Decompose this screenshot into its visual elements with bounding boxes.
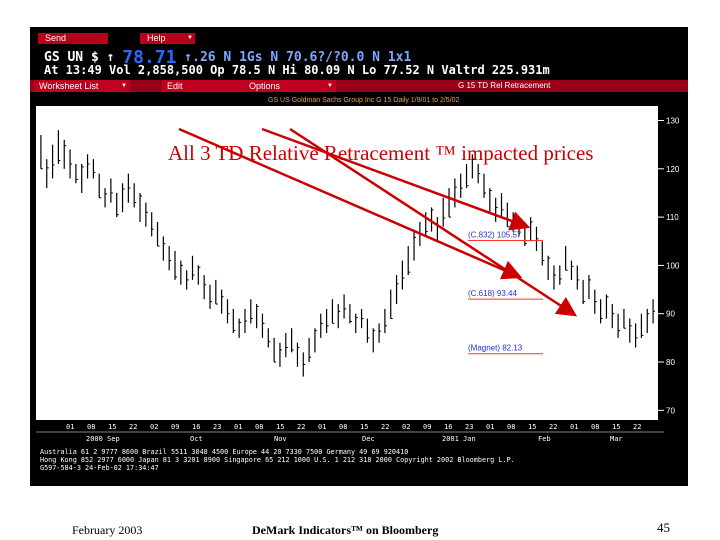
time-tick-label: 01 (486, 423, 494, 431)
time-axis: 01 08 15 22 02 09 16 23 01 08 15 22 01 08 15 22 02 09 16 23… (36, 420, 664, 444)
time-tick-label: 01 (318, 423, 326, 431)
footer-line: G597-584-3 24-Feb-02 17:34:47 (40, 464, 159, 472)
time-tick-label: 22 (129, 423, 137, 431)
edit-label: Edit (167, 81, 183, 91)
time-tick-label: 16 (192, 423, 200, 431)
annotation-text: All 3 TD Relative Retracement ™ impacted… (168, 141, 594, 165)
terminal-toolbar: Worksheet List ▼ Edit ▼ Options ▼ G 15 T… (30, 80, 688, 92)
time-tick-label: 08 (339, 423, 347, 431)
y-axis-panel (658, 106, 688, 420)
time-tick-label: 08 (507, 423, 515, 431)
bloomberg-footer-lines: Australia 61 2 9777 8600 Brazil 5511 304… (40, 448, 515, 472)
time-tick-label: 15 (108, 423, 116, 431)
price-bars (40, 130, 656, 377)
worksheet-list-label: Worksheet List (39, 81, 99, 91)
last-price: 78.71 (122, 47, 177, 68)
time-tick-label: 01 (66, 423, 74, 431)
worksheet-list-button[interactable]: Worksheet List ▼ (34, 80, 130, 92)
quote-line-2: At 13:49 Vol 2,858,500 Op 78.5 N Hi 80.0… (44, 63, 550, 77)
time-tick-label: 01 (234, 423, 242, 431)
bloomberg-terminal-window: Send Help ▼ GS UN $ ↑ 78.71 ↑.26 N 1Gs N… (30, 27, 688, 486)
y-axis: 70 80 90 100 110 120 130 (658, 116, 680, 415)
time-tick-label: 22 (549, 423, 557, 431)
footer-date: February 2003 (72, 523, 143, 537)
time-tick-label: 08 (87, 423, 95, 431)
annotation-arrow (261, 127, 531, 231)
terminal-menubar: Send Help ▼ (30, 33, 200, 44)
plot-area (36, 106, 664, 420)
month-label: Oct (190, 435, 203, 443)
month-label: Nov (274, 435, 287, 443)
y-tick-label: 100 (666, 261, 680, 270)
time-tick-label: 15 (360, 423, 368, 431)
time-tick-label: 08 (591, 423, 599, 431)
month-label: Feb (538, 435, 551, 443)
retracement-level-label: (C.832) 105.57 (468, 231, 522, 240)
time-tick-label: 15 (528, 423, 536, 431)
y-tick-label: 120 (666, 165, 680, 174)
menu-help-label: Help (147, 33, 166, 43)
security-ticker: GS (44, 50, 60, 65)
time-tick-label: 15 (276, 423, 284, 431)
quote-line-1: GS UN $ ↑ 78.71 ↑.26 N 1Gs N 70.6?/?0.0 … (44, 45, 412, 68)
time-tick-label: 08 (255, 423, 263, 431)
menu-help[interactable]: Help ▼ (140, 33, 195, 44)
y-tick-label: 70 (666, 406, 675, 415)
time-tick-label: 15 (612, 423, 620, 431)
options-button[interactable]: Options ▼ (244, 80, 336, 92)
quote-line-1-pre: UN $ ↑ (67, 50, 115, 65)
month-label: 2001 Jan (442, 435, 476, 443)
time-tick-label: 02 (402, 423, 410, 431)
annotation-arrow (178, 127, 523, 280)
chart-subtitle: GS US Goldman Sachs Group Inc G 15 Daily… (268, 97, 460, 104)
time-tick-label: 09 (423, 423, 431, 431)
month-label: Dec (362, 435, 375, 443)
study-title: G 15 TD Rel Retracement (458, 81, 551, 90)
page-number: 45 (657, 520, 670, 535)
options-label: Options (249, 81, 281, 91)
price-chart: GS US Goldman Sachs Group Inc G 15 Daily… (30, 92, 688, 486)
time-tick-label: 23 (465, 423, 473, 431)
month-label: 2000 Sep (86, 435, 120, 443)
retracement-levels: (C.832) 105.57 (C.618) 93.44 (Magnet) 82.1… (468, 231, 543, 355)
footer-line: Hong Kong 852 2977 6000 Japan 81 3 3201 … (40, 456, 515, 464)
chevron-down-icon: ▼ (187, 35, 193, 41)
menu-send[interactable]: Send (38, 33, 108, 44)
y-tick-label: 80 (666, 358, 675, 367)
time-tick-label: 22 (633, 423, 641, 431)
annotation-arrows (178, 127, 578, 317)
retracement-level-label: (Magnet) 82.13 (468, 344, 523, 353)
y-tick-label: 110 (666, 213, 679, 222)
time-tick-label: 09 (171, 423, 179, 431)
chevron-down-icon: ▼ (327, 83, 333, 89)
quote-line-1-post: ↑.26 N 1Gs N 70.6?/?0.0 N 1x1 (184, 50, 412, 65)
time-tick-label: 22 (381, 423, 389, 431)
y-tick-label: 90 (666, 310, 675, 319)
time-tick-label: 01 (570, 423, 578, 431)
menu-send-label: Send (45, 33, 67, 43)
edit-button[interactable]: Edit ▼ (162, 80, 252, 92)
y-tick-label: 130 (666, 116, 680, 125)
time-tick-label: 02 (150, 423, 158, 431)
footer-line: Australia 61 2 9777 8600 Brazil 5511 304… (40, 448, 408, 456)
time-tick-label: 22 (297, 423, 305, 431)
time-tick-label: 23 (213, 423, 221, 431)
chevron-down-icon: ▼ (121, 83, 127, 89)
month-label: Mar (610, 435, 623, 443)
annotation-arrow (289, 127, 578, 317)
footer-title: DeMark Indicators™ on Bloomberg (252, 523, 439, 537)
retracement-level-label: (C.618) 93.44 (468, 289, 517, 298)
time-tick-label: 16 (444, 423, 452, 431)
